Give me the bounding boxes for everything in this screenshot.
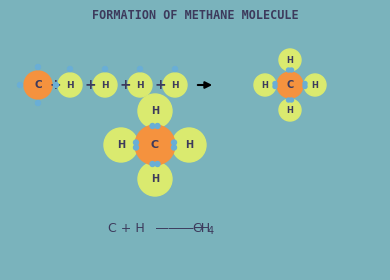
Text: 4: 4 (208, 226, 214, 236)
Text: H: H (117, 140, 125, 150)
Circle shape (133, 145, 138, 150)
Circle shape (172, 67, 177, 71)
Text: H: H (171, 81, 179, 90)
Text: FORMATION OF METHANE MOLECULE: FORMATION OF METHANE MOLECULE (92, 8, 298, 22)
Circle shape (135, 125, 175, 165)
Circle shape (277, 72, 303, 98)
Circle shape (35, 64, 41, 69)
Circle shape (273, 85, 277, 88)
Circle shape (128, 73, 152, 97)
Text: H: H (151, 106, 159, 116)
Text: H: H (287, 106, 293, 115)
Circle shape (58, 73, 82, 97)
Text: C: C (34, 80, 42, 90)
Circle shape (287, 68, 291, 72)
Circle shape (150, 123, 155, 129)
Circle shape (304, 74, 326, 96)
Circle shape (279, 49, 301, 71)
Circle shape (172, 128, 206, 162)
Text: +: + (119, 78, 131, 92)
Circle shape (289, 68, 294, 72)
Circle shape (273, 81, 277, 85)
Text: +: + (154, 78, 166, 92)
Text: H: H (185, 140, 193, 150)
Circle shape (103, 67, 108, 71)
Circle shape (138, 94, 172, 128)
Text: CH: CH (192, 221, 210, 235)
Circle shape (172, 145, 177, 150)
Circle shape (104, 128, 138, 162)
Circle shape (287, 98, 291, 102)
Circle shape (279, 99, 301, 121)
Text: H: H (312, 81, 319, 90)
Circle shape (155, 123, 160, 129)
Text: H: H (151, 174, 159, 184)
Circle shape (138, 67, 142, 71)
Circle shape (93, 73, 117, 97)
Text: H: H (66, 81, 74, 90)
Text: H: H (136, 81, 144, 90)
Circle shape (303, 85, 307, 88)
Circle shape (150, 162, 155, 167)
Circle shape (24, 71, 52, 99)
Text: +: + (49, 78, 61, 92)
Circle shape (133, 140, 138, 145)
Text: C + H: C + H (108, 221, 145, 235)
Circle shape (289, 98, 294, 102)
Text: C: C (151, 140, 159, 150)
Text: H: H (287, 55, 293, 64)
Circle shape (163, 73, 187, 97)
Text: ―――→: ―――→ (148, 221, 204, 235)
Circle shape (18, 83, 23, 88)
Circle shape (53, 83, 58, 88)
Circle shape (155, 162, 160, 167)
Text: C: C (286, 80, 294, 90)
Circle shape (254, 74, 276, 96)
Circle shape (172, 140, 177, 145)
Circle shape (303, 81, 307, 85)
Circle shape (67, 67, 73, 71)
Circle shape (138, 162, 172, 196)
Text: H: H (101, 81, 109, 90)
Text: +: + (84, 78, 96, 92)
Text: H: H (262, 81, 268, 90)
Circle shape (35, 101, 41, 106)
